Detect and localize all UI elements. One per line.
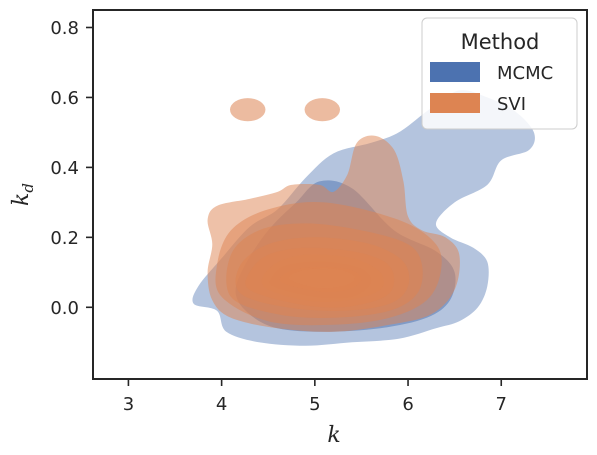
x-tick-label: 4 (216, 394, 227, 415)
plot-area (192, 90, 535, 346)
axes-frame (92, 9, 588, 380)
svi-density-blob-2 (304, 98, 340, 122)
legend-title: Method (461, 30, 540, 54)
x-tick-label: 3 (123, 394, 134, 415)
legend-label-mcmc: MCMC (497, 63, 553, 84)
axes: 3 4 5 6 7 0.0 0.2 0.4 0.6 0.8 k kd (9, 9, 588, 448)
x-tick-label: 5 (309, 394, 320, 415)
y-axis-label: kd (9, 183, 37, 206)
y-tick-label: 0.4 (50, 158, 79, 179)
legend-swatch-svi (430, 93, 480, 113)
x-tick-label: 6 (402, 394, 413, 415)
y-tick-label: 0.2 (50, 228, 79, 249)
svi-density-blob-1 (230, 98, 266, 122)
x-tick-label: 7 (496, 394, 507, 415)
y-tick-label: 0.6 (50, 88, 79, 109)
svi-density-level-10 (291, 269, 353, 287)
legend-label-svi: SVI (497, 94, 526, 115)
y-tick-label: 0.0 (50, 298, 79, 319)
series-svi (207, 98, 460, 332)
x-axis-label: k (327, 423, 340, 448)
legend: Method MCMC SVI (421, 17, 578, 130)
y-tick-label: 0.8 (50, 18, 79, 39)
legend-swatch-mcmc (430, 62, 480, 82)
